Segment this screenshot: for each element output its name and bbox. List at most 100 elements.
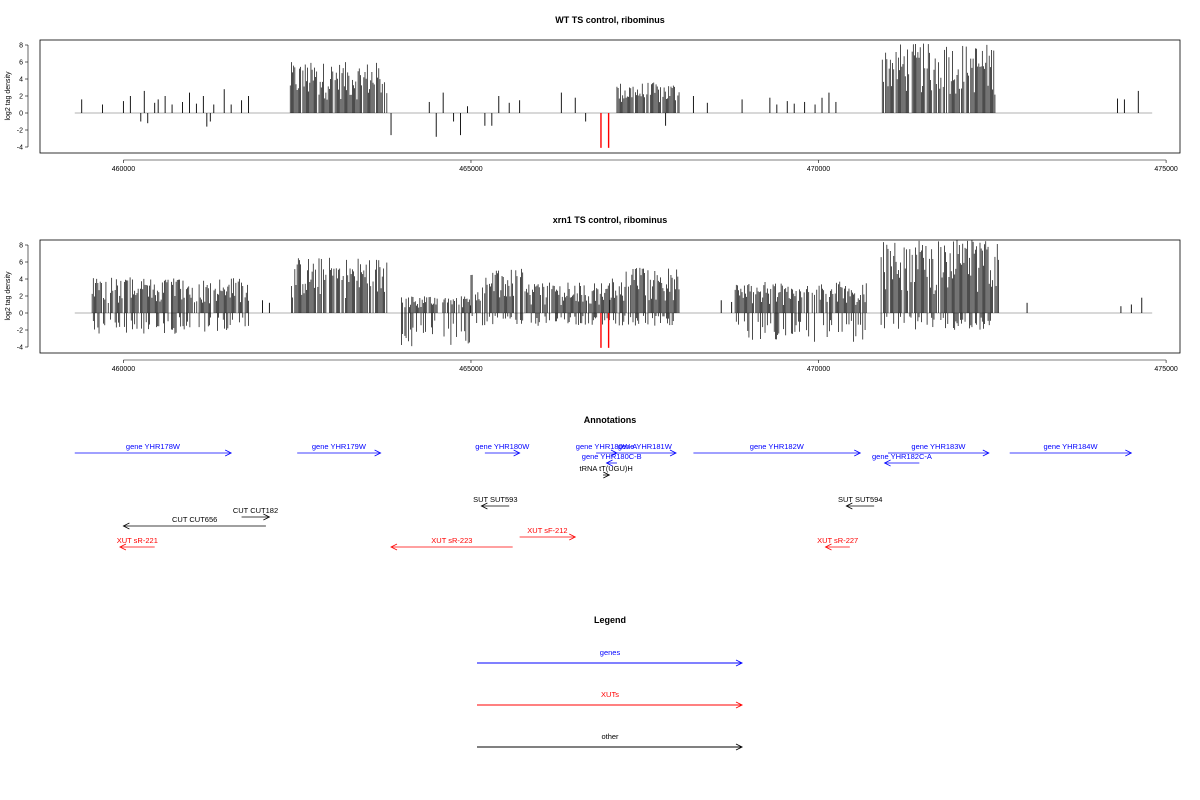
feature-arrowhead (605, 459, 613, 467)
annotation-feature: gene YHR178W (74, 442, 233, 457)
annotation-feature: XUT sF-212 (519, 526, 577, 541)
feature-label: CUT CUT656 (172, 515, 217, 524)
feature-label: XUT sR-221 (117, 536, 158, 545)
feature-arrowhead (263, 513, 271, 521)
x-tick-label: 470000 (807, 166, 830, 173)
feature-label: tRNA tT(UGU)H (580, 464, 633, 473)
y-tick-label: 8 (19, 243, 23, 250)
feature-arrowhead (390, 543, 398, 551)
feature-label: XUT sR-227 (817, 536, 858, 545)
annotation-feature: gene YHR180W (475, 442, 530, 457)
feature-label: gene YHR184W (1043, 442, 1098, 451)
panel-wt-y-axis: -4 -2 0 2 4 6 8 (17, 43, 29, 152)
annotation-feature: tRNA tT(UGU)H (580, 464, 633, 479)
y-tick-label: 6 (19, 60, 23, 67)
feature-arrowhead (669, 449, 677, 457)
annotation-feature: SUT SUT594 (838, 495, 882, 510)
annotation-feature: SUT SUT593 (473, 495, 518, 510)
legend-panel: Legend genes XUTs other (477, 615, 744, 751)
panel-xrn1-plot-frame (39, 239, 1181, 354)
feature-label: CUT CUT182 (233, 506, 278, 515)
feature-arrowhead (824, 543, 832, 551)
legend-item-label: other (601, 732, 619, 741)
legend-items: genes XUTs other (477, 648, 744, 751)
annotation-feature: gene YHR182W (693, 442, 862, 457)
x-tick-label: 465000 (459, 366, 482, 373)
feature-label: gene YHR182W (750, 442, 805, 451)
feature-label: gene YHR178W (126, 442, 181, 451)
feature-label: gene YHR179W (312, 442, 367, 451)
feature-arrowhead (119, 543, 127, 551)
feature-label: XUT sR-223 (431, 536, 472, 545)
x-tick-label: 460000 (112, 366, 135, 373)
panel-wt-title: WT TS control, ribominus (555, 15, 665, 25)
x-tick-label: 470000 (807, 366, 830, 373)
feature-label: gene YHR180C-B (582, 452, 642, 461)
feature-arrowhead (1125, 449, 1133, 457)
y-tick-label: -2 (17, 128, 23, 135)
x-tick-label: 475000 (1154, 166, 1177, 173)
feature-label: SUT SUT594 (838, 495, 882, 504)
panel-wt: WT TS control, ribominus log2 tag densit… (5, 15, 1181, 173)
panel-wt-bars (74, 43, 1153, 148)
y-tick-label: -4 (17, 345, 23, 352)
panel-xrn1-bars (74, 240, 1153, 348)
y-tick-label: 6 (19, 260, 23, 267)
feature-arrowhead (845, 502, 853, 510)
annotation-features: gene YHR178W gene YHR179W gene YHR180W gene… (74, 442, 1133, 551)
annotation-feature: CUT CUT656 (122, 515, 266, 530)
annotation-feature: XUT sR-227 (817, 536, 858, 551)
feature-arrowhead (982, 449, 990, 457)
annotation-feature: XUT sR-223 (390, 536, 513, 551)
y-tick-label: 8 (19, 43, 23, 50)
panel-wt-plot-frame (39, 39, 1181, 154)
y-tick-label: 4 (19, 77, 23, 84)
feature-arrowhead (224, 449, 233, 457)
feature-arrowhead (480, 502, 488, 510)
legend-title: Legend (594, 615, 626, 625)
panel-xrn1-ylabel: log2 tag density (5, 271, 12, 321)
annotation-feature: gene YHR180C-B (582, 452, 642, 467)
panel-xrn1: xrn1 TS control, ribominus log2 tag dens… (5, 215, 1181, 373)
feature-arrowhead (603, 471, 611, 479)
legend-item: XUTs (477, 690, 744, 709)
annotation-feature: gene YHR182C-A (872, 452, 932, 467)
legend-item-label: XUTs (601, 690, 619, 699)
legend-item: genes (477, 648, 744, 667)
feature-label: gene YHR181W (618, 442, 673, 451)
x-tick-label: 475000 (1154, 366, 1177, 373)
legend-item: other (477, 732, 744, 751)
annotations-title: Annotations (584, 415, 637, 425)
legend-item-label: genes (600, 648, 621, 657)
feature-label: gene YHR180W (475, 442, 530, 451)
annotation-feature: XUT sR-221 (117, 536, 158, 551)
y-tick-label: 0 (19, 111, 23, 118)
x-tick-label: 460000 (112, 166, 135, 173)
y-tick-label: 2 (19, 94, 23, 101)
panel-xrn1-y-axis: -4 -2 0 2 4 6 8 (17, 243, 29, 352)
annotation-feature: gene YHR179W (297, 442, 382, 457)
x-tick-label: 465000 (459, 166, 482, 173)
panel-xrn1-title: xrn1 TS control, ribominus (553, 215, 668, 225)
annotation-feature: gene YHR181W (613, 442, 677, 457)
y-tick-label: 2 (19, 294, 23, 301)
legend-arrowhead (735, 659, 744, 667)
y-tick-label: 0 (19, 311, 23, 318)
panel-wt-ylabel: log2 tag density (5, 71, 12, 121)
feature-arrowhead (374, 449, 382, 457)
annotation-feature: CUT CUT182 (233, 506, 278, 521)
annotation-feature: gene YHR184W (1009, 442, 1133, 457)
feature-label: gene YHR180W-A (576, 442, 637, 451)
feature-arrowhead (122, 522, 130, 530)
y-tick-label: -4 (17, 145, 23, 152)
panel-xrn1-x-axis: 460000 465000 470000 475000 (112, 359, 1178, 373)
feature-label: XUT sF-212 (527, 526, 567, 535)
panel-wt-x-axis: 460000 465000 470000 475000 (112, 159, 1178, 173)
feature-arrowhead (883, 459, 891, 467)
feature-label: gene YHR182C-A (872, 452, 932, 461)
feature-arrowhead (513, 449, 521, 457)
y-tick-label: 4 (19, 277, 23, 284)
feature-label: SUT SUT593 (473, 495, 517, 504)
feature-arrowhead (569, 533, 577, 541)
